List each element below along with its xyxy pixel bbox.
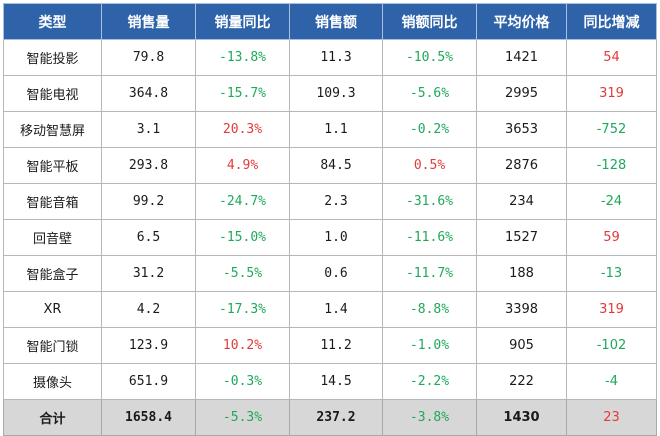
cell-price-change: 319 [566, 291, 657, 328]
cell-sales: 0.6 [289, 255, 383, 292]
table-row: 智能电视 364.8 -15.7% 109.3 -5.6% 2995 319 [3, 75, 657, 112]
cell-price-change: 59 [566, 219, 657, 256]
cell-sales: 1.4 [289, 291, 383, 328]
cell-volume-yoy: -15.0% [195, 219, 290, 256]
cell-volume-yoy: -15.7% [195, 75, 290, 112]
cell-avg-price: 2995 [476, 75, 567, 112]
cell-price-change: -752 [566, 111, 657, 148]
cell-sales-yoy: -5.6% [382, 75, 477, 112]
cell-volume: 6.5 [101, 219, 196, 256]
cell-volume: 3.1 [101, 111, 196, 148]
cell-volume-yoy: -13.8% [195, 39, 290, 76]
cell-avg-price: 1421 [476, 39, 567, 76]
cell-type: XR [3, 291, 102, 328]
cell-price-change: 54 [566, 39, 657, 76]
cell-price-change: 319 [566, 75, 657, 112]
cell-type: 回音壁 [3, 219, 102, 256]
cell-avg-price: 3398 [476, 291, 567, 328]
cell-sales: 11.2 [289, 327, 383, 364]
header-price-change: 同比增减 [566, 3, 657, 40]
cell-volume-yoy: -5.5% [195, 255, 290, 292]
header-sales-yoy: 销额同比 [382, 3, 477, 40]
cell-type: 智能音箱 [3, 183, 102, 220]
cell-volume-yoy: 4.9% [195, 147, 290, 184]
cell-volume-yoy: 20.3% [195, 111, 290, 148]
cell-type: 智能平板 [3, 147, 102, 184]
cell-price-change: -102 [566, 327, 657, 364]
cell-price-change: -13 [566, 255, 657, 292]
cell-sales-yoy: 0.5% [382, 147, 477, 184]
cell-avg-price: 1527 [476, 219, 567, 256]
sales-table: 类型 销售量 销量同比 销售额 销额同比 平均价格 同比增减 智能投影 79.8… [3, 3, 657, 436]
cell-sales: 11.3 [289, 39, 383, 76]
cell-volume-yoy: -24.7% [195, 183, 290, 220]
header-row: 类型 销售量 销量同比 销售额 销额同比 平均价格 同比增减 [3, 3, 657, 40]
cell-type: 智能投影 [3, 39, 102, 76]
cell-volume-yoy: -17.3% [195, 291, 290, 328]
cell-type: 摄像头 [3, 363, 102, 400]
table-row: 回音壁 6.5 -15.0% 1.0 -11.6% 1527 59 [3, 219, 657, 256]
cell-avg-price: 222 [476, 363, 567, 400]
cell-sales-yoy: -0.2% [382, 111, 477, 148]
cell-volume: 293.8 [101, 147, 196, 184]
cell-volume: 651.9 [101, 363, 196, 400]
cell-volume: 364.8 [101, 75, 196, 112]
cell-sales-yoy: -2.2% [382, 363, 477, 400]
cell-sales: 14.5 [289, 363, 383, 400]
header-volume: 销售量 [101, 3, 196, 40]
table-row: 智能门锁 123.9 10.2% 11.2 -1.0% 905 -102 [3, 327, 657, 364]
header-volume-yoy: 销量同比 [195, 3, 290, 40]
cell-volume: 99.2 [101, 183, 196, 220]
cell-avg-price: 2876 [476, 147, 567, 184]
table-row: XR 4.2 -17.3% 1.4 -8.8% 3398 319 [3, 291, 657, 328]
table-row: 智能投影 79.8 -13.8% 11.3 -10.5% 1421 54 [3, 39, 657, 76]
table-row: 智能盒子 31.2 -5.5% 0.6 -11.7% 188 -13 [3, 255, 657, 292]
cell-sales: 1.0 [289, 219, 383, 256]
cell-price-change: -4 [566, 363, 657, 400]
header-avg-price: 平均价格 [476, 3, 567, 40]
cell-avg-price: 188 [476, 255, 567, 292]
table-row: 智能音箱 99.2 -24.7% 2.3 -31.6% 234 -24 [3, 183, 657, 220]
cell-volume: 4.2 [101, 291, 196, 328]
header-sales: 销售额 [289, 3, 383, 40]
table-row: 移动智慧屏 3.1 20.3% 1.1 -0.2% 3653 -752 [3, 111, 657, 148]
cell-type: 智能门锁 [3, 327, 102, 364]
cell-sales-yoy: -10.5% [382, 39, 477, 76]
table-row: 智能平板 293.8 4.9% 84.5 0.5% 2876 -128 [3, 147, 657, 184]
cell-sales-yoy: -11.7% [382, 255, 477, 292]
cell-sales-yoy: -11.6% [382, 219, 477, 256]
cell-sales: 109.3 [289, 75, 383, 112]
cell-volume: 79.8 [101, 39, 196, 76]
cell-volume: 31.2 [101, 255, 196, 292]
cell-price-change: -128 [566, 147, 657, 184]
table-row: 摄像头 651.9 -0.3% 14.5 -2.2% 222 -4 [3, 363, 657, 400]
cell-sales: 84.5 [289, 147, 383, 184]
cell-sales-yoy: -31.6% [382, 183, 477, 220]
cell-price-change: -24 [566, 183, 657, 220]
cell-volume-yoy: 10.2% [195, 327, 290, 364]
cell-type: 移动智慧屏 [3, 111, 102, 148]
cell-avg-price: 905 [476, 327, 567, 364]
cell-avg-price: 3653 [476, 111, 567, 148]
cell-type: 智能电视 [3, 75, 102, 112]
cell-volume-yoy: -0.3% [195, 363, 290, 400]
header-type: 类型 [3, 3, 102, 40]
cell-sales-yoy: -8.8% [382, 291, 477, 328]
cell-avg-price: 234 [476, 183, 567, 220]
cell-sales: 2.3 [289, 183, 383, 220]
cell-sales-yoy: -1.0% [382, 327, 477, 364]
cell-sales: 1.1 [289, 111, 383, 148]
cell-type: 智能盒子 [3, 255, 102, 292]
cell-volume: 123.9 [101, 327, 196, 364]
